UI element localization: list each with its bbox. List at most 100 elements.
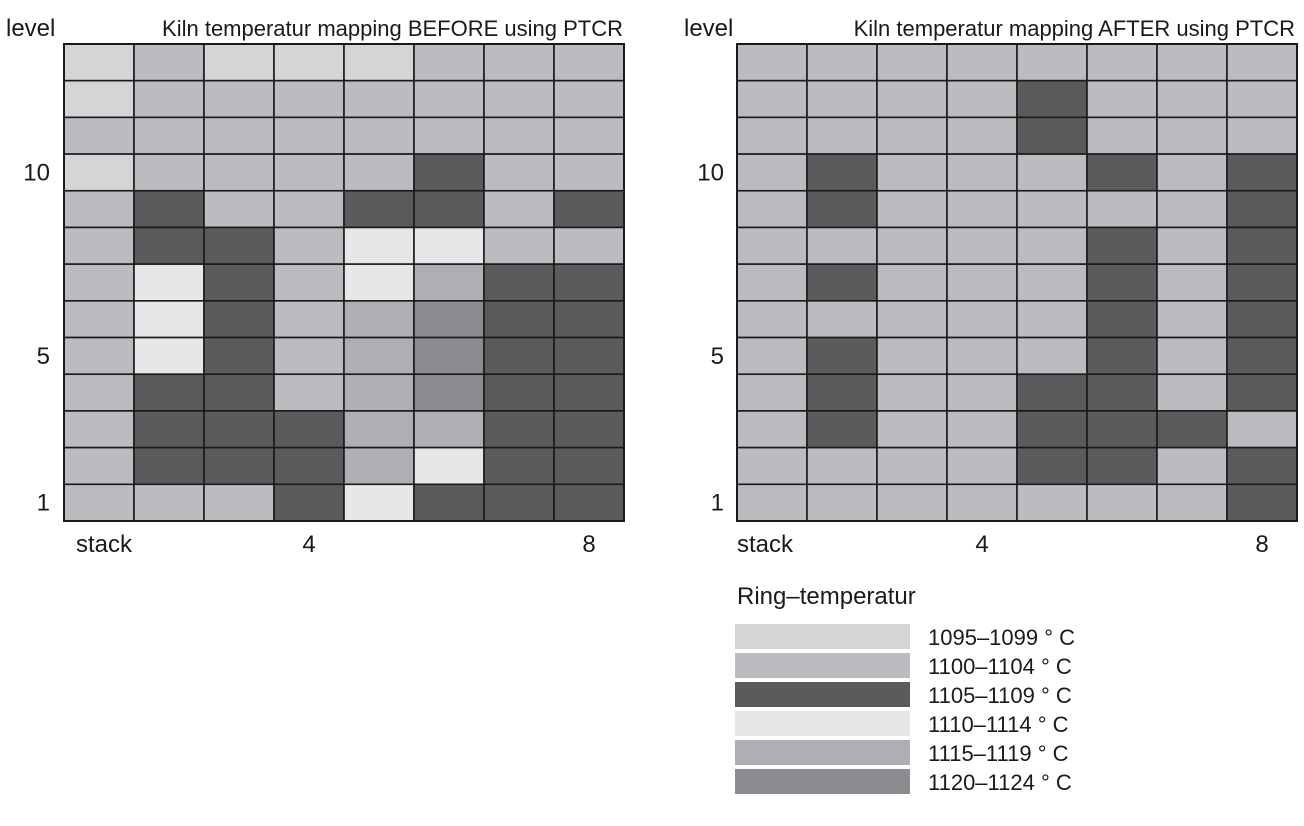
heatmap-cell <box>806 79 878 119</box>
heatmap-cell <box>413 263 485 302</box>
heatmap-cell <box>343 410 415 449</box>
heatmap-cell <box>273 410 345 449</box>
heatmap-cell <box>133 446 205 486</box>
heatmap-cell <box>806 410 878 449</box>
heatmap-cell <box>203 43 275 82</box>
heatmap-cell <box>483 483 555 522</box>
heatmap-cell <box>273 446 345 486</box>
heatmap-cell <box>63 373 135 412</box>
heatmap-cell <box>63 410 135 449</box>
heatmap-cell <box>343 226 415 265</box>
heatmap-cell <box>736 116 808 155</box>
heatmap-cell <box>946 263 1018 302</box>
heatmap-cell <box>63 226 135 265</box>
heatmap-cell <box>483 263 555 302</box>
heatmap-cell <box>1086 483 1158 522</box>
legend-label: 1095–1099 ° C <box>928 625 1075 650</box>
heatmap-cell <box>1156 43 1228 82</box>
heatmap-cell <box>1156 79 1228 119</box>
heatmap-cell <box>736 446 808 486</box>
heatmap-cell <box>553 43 625 82</box>
heatmap-cell <box>133 300 205 339</box>
heatmap-cell <box>483 300 555 339</box>
heatmap-cell <box>1156 153 1228 192</box>
heatmap-cell <box>63 263 135 302</box>
heatmap-cell <box>1086 410 1158 449</box>
heatmap-cell <box>736 410 808 449</box>
heatmap-cell <box>1016 226 1088 265</box>
heatmap-cell <box>1226 153 1298 192</box>
heatmap-cell <box>63 153 135 192</box>
heatmap-cell <box>1016 263 1088 302</box>
heatmap-cell <box>273 43 345 82</box>
heatmap-cell <box>413 79 485 119</box>
heatmap-cell <box>203 336 275 376</box>
heatmap-cell <box>63 446 135 486</box>
legend-swatch <box>735 769 910 794</box>
heatmap-cell <box>133 373 205 412</box>
heatmap-cell <box>553 336 625 376</box>
x-tick-label: 4 <box>302 531 315 558</box>
heatmap-cell <box>1226 79 1298 119</box>
heatmap-cell <box>483 153 555 192</box>
heatmap-cell <box>133 226 205 265</box>
heatmap-cell <box>806 263 878 302</box>
heatmap-cell <box>1226 373 1298 412</box>
heatmap-cell <box>203 153 275 192</box>
heatmap-cell <box>1086 153 1158 192</box>
heatmap-cell <box>946 336 1018 376</box>
y-tick-label: 1 <box>711 490 724 517</box>
heatmap-cell <box>1086 300 1158 339</box>
heatmap-cell <box>736 189 808 229</box>
heatmap-cell <box>273 226 345 265</box>
heatmap-cell <box>736 43 808 82</box>
heatmap-cell <box>413 410 485 449</box>
heatmap-cell <box>1016 336 1088 376</box>
heatmap-cell <box>63 300 135 339</box>
heatmap-cell <box>946 189 1018 229</box>
heatmap-cell <box>1226 263 1298 302</box>
heatmap-cell <box>1156 116 1228 155</box>
heatmap-cell <box>133 336 205 376</box>
heatmap-cell <box>1016 79 1088 119</box>
heatmap-cell <box>133 410 205 449</box>
heatmap-cell <box>1156 373 1228 412</box>
heatmap-cell <box>63 189 135 229</box>
heatmap-cell <box>1226 226 1298 265</box>
heatmap-cell <box>736 336 808 376</box>
heatmap-cell <box>273 336 345 376</box>
y-tick-label: 5 <box>711 343 724 370</box>
heatmap-cell <box>413 483 485 522</box>
heatmap-cell <box>413 226 485 265</box>
heatmap-cell <box>553 226 625 265</box>
heatmap-cell <box>806 226 878 265</box>
heatmap-cell <box>483 336 555 376</box>
heatmap-cell <box>553 79 625 119</box>
heatmap-cell <box>63 116 135 155</box>
before-cells <box>63 43 625 522</box>
heatmap-cell <box>946 410 1018 449</box>
heatmap-cell <box>806 336 878 376</box>
legend-swatch <box>735 711 910 736</box>
heatmap-cell <box>343 300 415 339</box>
heatmap-cell <box>876 446 948 486</box>
heatmap-cell <box>876 226 948 265</box>
heatmap-cell <box>946 116 1018 155</box>
after-cells <box>736 43 1298 522</box>
heatmap-cell <box>1156 336 1228 376</box>
heatmap-cell <box>946 153 1018 192</box>
heatmap-cell <box>413 336 485 376</box>
y-tick-label: 10 <box>23 159 50 186</box>
heatmap-cell <box>806 43 878 82</box>
heatmap-cell <box>483 116 555 155</box>
heatmap-cell <box>1016 153 1088 192</box>
heatmap-cell <box>1086 189 1158 229</box>
heatmap-cell <box>946 43 1018 82</box>
heatmap-cell <box>483 79 555 119</box>
x-tick-label: 8 <box>1255 531 1268 558</box>
heatmap-cell <box>876 410 948 449</box>
heatmap-cell <box>203 116 275 155</box>
heatmap-cell <box>876 43 948 82</box>
heatmap-cell <box>413 446 485 486</box>
